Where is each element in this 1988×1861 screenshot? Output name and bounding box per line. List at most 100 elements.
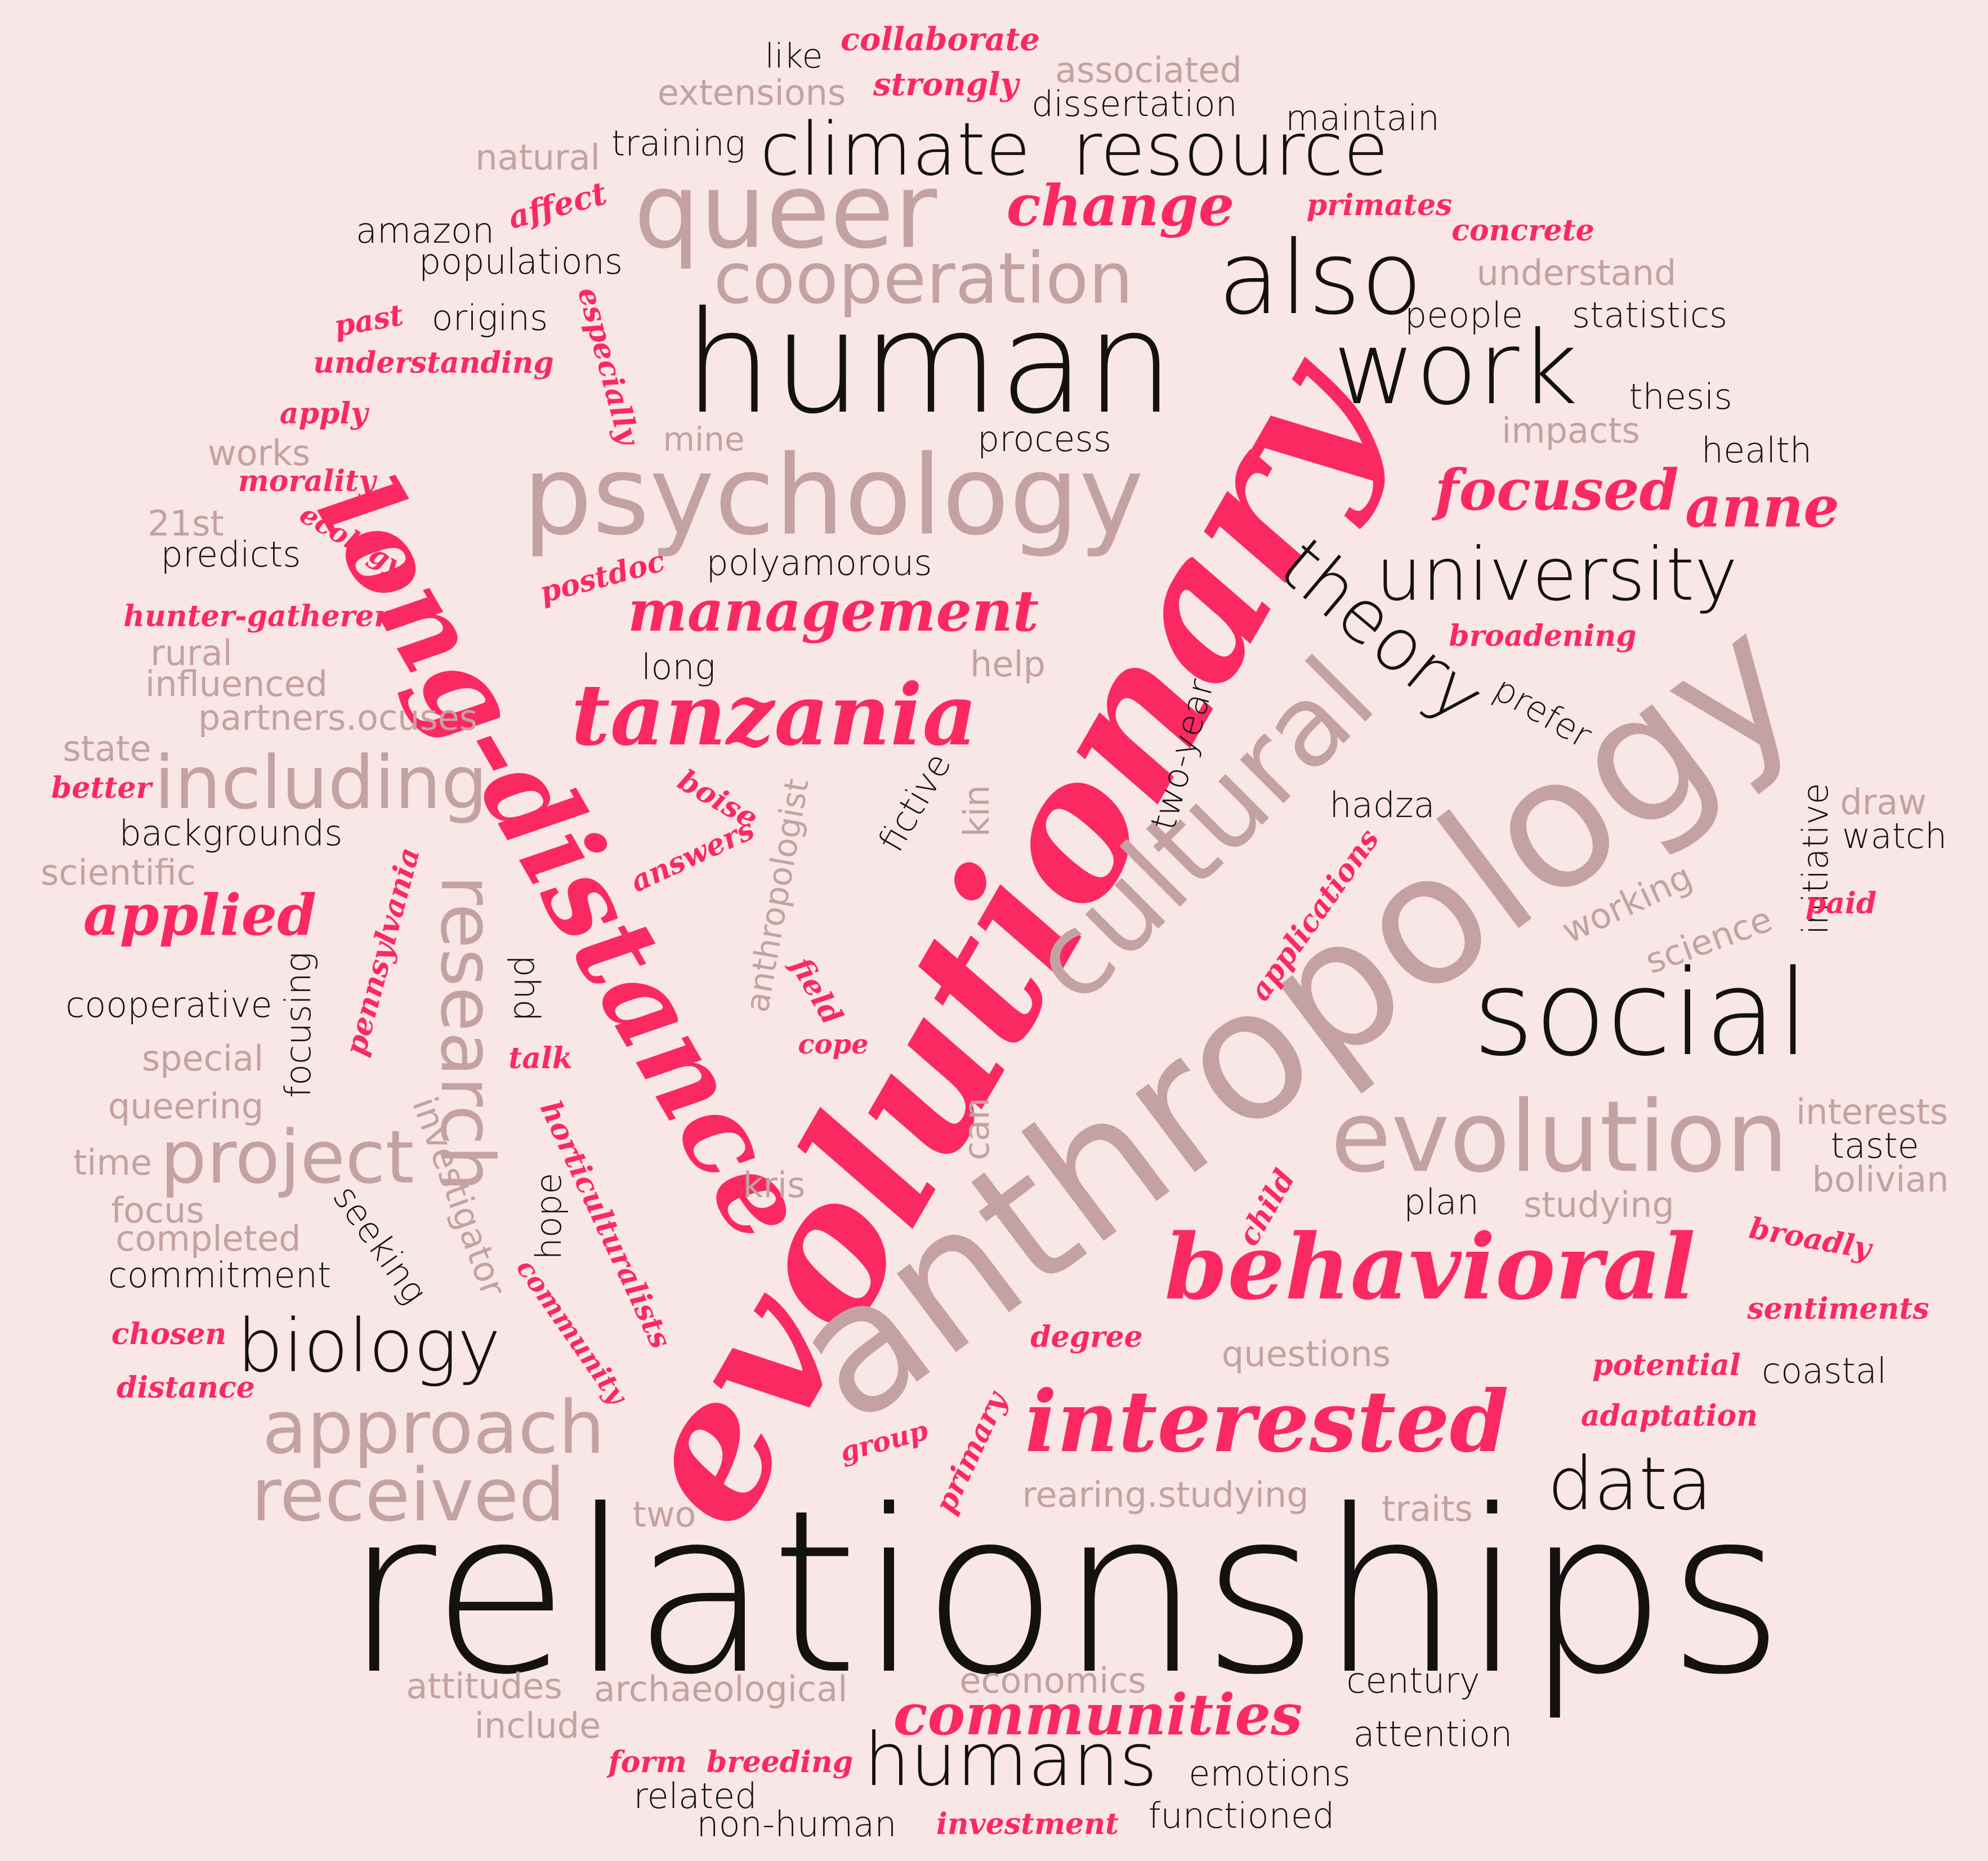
word-amazon: amazon bbox=[355, 210, 495, 251]
word-applied: applied bbox=[83, 882, 317, 948]
word-social: social bbox=[1472, 944, 1810, 1082]
word-hunter-gatherers: hunter-gatherers bbox=[123, 599, 406, 633]
word-watch: watch bbox=[1842, 815, 1947, 856]
word-archaeological: archaeological bbox=[593, 1668, 848, 1710]
word-evolution: evolution bbox=[1330, 1080, 1789, 1195]
word-cooperative: cooperative bbox=[65, 984, 272, 1025]
word-statistics: statistics bbox=[1571, 294, 1728, 336]
word-apply: apply bbox=[279, 396, 368, 431]
word-associated: associated bbox=[1055, 50, 1242, 91]
word-focused: focused bbox=[1435, 457, 1679, 523]
word-long: long bbox=[641, 646, 716, 688]
word-form: form bbox=[608, 1745, 687, 1779]
word-hadza: hadza bbox=[1329, 784, 1435, 825]
word-human: human bbox=[683, 281, 1175, 445]
word-include: include bbox=[474, 1705, 601, 1746]
word-thesis: thesis bbox=[1629, 376, 1732, 417]
word-humans: humans bbox=[864, 1717, 1158, 1802]
word-paid: paid bbox=[1805, 886, 1877, 921]
word-past: past bbox=[331, 297, 406, 344]
word-help: help bbox=[970, 644, 1046, 685]
word-two: two bbox=[632, 1494, 696, 1535]
word-maintain: maintain bbox=[1285, 97, 1440, 139]
word-natural: natural bbox=[475, 137, 600, 178]
word-extensions: extensions bbox=[657, 72, 846, 113]
word-field: field bbox=[784, 951, 850, 1030]
word-including: including bbox=[154, 740, 488, 825]
word-investment: investment bbox=[936, 1807, 1119, 1841]
word-talk: talk bbox=[508, 1041, 573, 1075]
word-backgrounds: backgrounds bbox=[119, 813, 343, 854]
word-interests: interests bbox=[1795, 1091, 1949, 1132]
word-health: health bbox=[1701, 430, 1812, 471]
word-change: change bbox=[1006, 172, 1235, 239]
word-emotions: emotions bbox=[1189, 1753, 1351, 1794]
word-cope: cope bbox=[798, 1029, 869, 1060]
word-attitudes: attitudes bbox=[406, 1666, 562, 1707]
word-draw: draw bbox=[1840, 782, 1927, 823]
word-influenced: influenced bbox=[145, 663, 328, 704]
word-can: can bbox=[956, 1097, 997, 1161]
word-broadening: broadening bbox=[1449, 619, 1637, 653]
word-concrete: concrete bbox=[1451, 213, 1594, 248]
word-traits: traits bbox=[1382, 1488, 1473, 1529]
word-primates: primates bbox=[1306, 188, 1453, 222]
word-phd: phd bbox=[506, 954, 547, 1022]
word-partners: partners.ocuses bbox=[198, 697, 478, 738]
word-rural: rural bbox=[150, 632, 233, 673]
word-related: related bbox=[633, 1775, 757, 1817]
word-resource: resource bbox=[1071, 106, 1389, 192]
word-training: training bbox=[611, 123, 746, 164]
word-focus: focus bbox=[111, 1190, 204, 1231]
word-plan: plan bbox=[1404, 1181, 1479, 1222]
word-21st: 21st bbox=[148, 503, 224, 544]
word-adaptation: adaptation bbox=[1580, 1399, 1758, 1433]
word-impacts: impacts bbox=[1502, 410, 1640, 451]
word-taste: taste bbox=[1830, 1125, 1919, 1166]
word-sentiments: sentiments bbox=[1747, 1292, 1929, 1326]
word-completed: completed bbox=[115, 1218, 301, 1259]
word-state: state bbox=[62, 728, 151, 769]
word-better: better bbox=[51, 771, 151, 805]
word-questions: questions bbox=[1221, 1333, 1391, 1374]
word-dissertation: dissertation bbox=[1031, 83, 1238, 124]
word-non-human: non-human bbox=[696, 1804, 897, 1845]
word-potential: potential bbox=[1592, 1348, 1741, 1382]
word-data: data bbox=[1547, 1441, 1713, 1527]
word-works: works bbox=[207, 432, 311, 474]
word-project: project bbox=[160, 1114, 414, 1200]
word-psychology: psychology bbox=[522, 431, 1144, 560]
word-degree: degree bbox=[1030, 1320, 1143, 1354]
word-communities: communities bbox=[893, 1681, 1303, 1748]
word-commitment: commitment bbox=[108, 1255, 332, 1296]
word-time: time bbox=[73, 1142, 153, 1183]
word-behavioral: behavioral bbox=[1164, 1214, 1696, 1320]
word-rearing-studying: rearing.studying bbox=[1022, 1474, 1309, 1515]
word-century: century bbox=[1346, 1660, 1480, 1701]
word-pennsylvania: pennsylvania bbox=[338, 844, 427, 1060]
word-hope: hope bbox=[528, 1172, 569, 1260]
word-breeding: breeding bbox=[706, 1745, 854, 1779]
word-collaborate: collaborate bbox=[840, 21, 1040, 58]
word-understand: understand bbox=[1476, 252, 1677, 293]
word-coastal: coastal bbox=[1762, 1350, 1887, 1391]
word-strongly: strongly bbox=[873, 66, 1018, 103]
word-focusing: focusing bbox=[278, 952, 319, 1098]
word-tanzania: tanzania bbox=[571, 666, 977, 765]
word-predicts: predicts bbox=[160, 534, 301, 575]
word-affect: affect bbox=[504, 175, 611, 236]
word-like: like bbox=[765, 37, 823, 76]
word-queering: queering bbox=[108, 1086, 264, 1127]
word-polyamorous: polyamorous bbox=[706, 542, 932, 583]
word-also: also bbox=[1217, 220, 1423, 337]
word-morality: morality bbox=[238, 464, 376, 498]
word-university: university bbox=[1375, 532, 1738, 617]
word-process: process bbox=[977, 418, 1112, 459]
word-people: people bbox=[1404, 294, 1524, 336]
word-biology: biology bbox=[236, 1303, 501, 1389]
word-economics: economics bbox=[959, 1660, 1146, 1701]
word-chosen: chosen bbox=[111, 1317, 227, 1351]
word-kin: kin bbox=[956, 784, 997, 837]
word-received: received bbox=[251, 1452, 565, 1538]
word-bolivian: bolivian bbox=[1812, 1159, 1949, 1200]
